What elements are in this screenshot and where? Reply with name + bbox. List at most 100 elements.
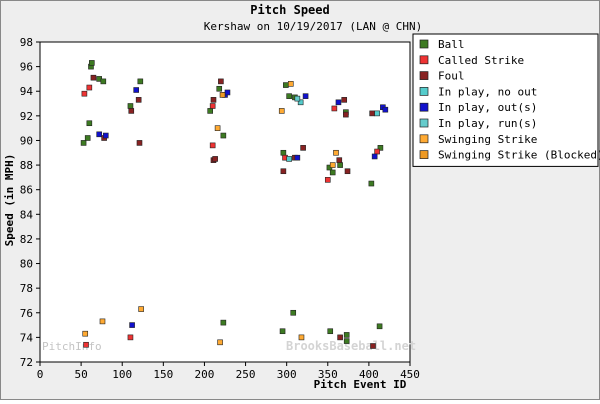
x-tick-label: 400: [359, 368, 379, 381]
data-point: [135, 97, 142, 103]
data-point: [324, 177, 331, 183]
y-tick-label: 74: [20, 331, 34, 344]
x-tick-label: 450: [400, 368, 420, 381]
data-point: [83, 341, 89, 348]
data-point: [298, 334, 305, 341]
legend-label: Swinging Strike (Blocked): [438, 149, 600, 162]
data-point: [220, 132, 227, 139]
data-point: [382, 106, 389, 113]
legend-swatch: [419, 39, 429, 49]
y-tick-label: 98: [20, 36, 33, 49]
data-point: [280, 168, 287, 175]
data-point: [368, 180, 375, 187]
data-point: [343, 338, 350, 344]
data-point: [138, 306, 144, 312]
legend-swatch: [419, 118, 429, 128]
data-point: [129, 322, 135, 328]
x-axis-label: Pitch Event ID: [314, 378, 407, 391]
data-point: [86, 84, 93, 91]
data-point: [290, 309, 297, 316]
y-tick-label: 84: [20, 208, 34, 221]
data-point: [336, 157, 343, 163]
legend: Ball Called Strike Foul In play, no out In p…: [412, 33, 600, 167]
data-point: [99, 318, 106, 325]
data-point: [86, 120, 93, 127]
data-point: [90, 74, 97, 81]
legend-label: Foul: [438, 70, 465, 83]
x-tick-label: 50: [74, 368, 87, 381]
legend-swatch: [419, 134, 429, 144]
data-point: [329, 162, 336, 168]
x-tick-label: 350: [318, 368, 338, 381]
data-point: [300, 145, 306, 151]
data-point: [371, 153, 378, 160]
y-tick-label: 90: [20, 134, 33, 147]
data-point: [337, 162, 343, 168]
y-tick-label: 92: [20, 110, 33, 123]
data-point: [287, 81, 294, 87]
data-point: [329, 169, 336, 176]
data-point: [89, 60, 95, 66]
data-point: [212, 156, 218, 162]
data-point: [207, 108, 213, 114]
legend-swatch: [419, 102, 429, 112]
data-point: [214, 125, 221, 131]
data-point: [283, 82, 289, 88]
y-tick-label: 88: [20, 159, 33, 172]
data-point: [280, 149, 287, 156]
data-point: [217, 339, 223, 346]
data-point: [100, 78, 107, 85]
data-point: [297, 99, 304, 106]
data-point: [335, 99, 342, 106]
data-point: [337, 334, 343, 341]
data-point: [80, 140, 87, 146]
data-point: [286, 93, 292, 99]
y-tick-label: 86: [20, 184, 33, 197]
data-point: [127, 334, 134, 341]
data-point: [128, 108, 135, 114]
chart-subtitle: Kershaw on 10/19/2017 (LAN @ CHN): [204, 20, 423, 33]
data-point: [374, 110, 380, 117]
data-point: [224, 89, 231, 96]
y-tick-label: 78: [20, 282, 33, 295]
data-point: [133, 87, 139, 93]
legend-swatch: [419, 150, 429, 159]
data-point: [96, 131, 102, 138]
legend-swatch: [419, 71, 429, 80]
x-tick-label: 150: [153, 368, 173, 381]
data-point: [376, 323, 383, 330]
data-point: [279, 328, 286, 335]
y-tick-label: 80: [20, 258, 33, 271]
data-point: [343, 111, 349, 118]
legend-label: Swinging Strike: [438, 133, 537, 146]
legend-swatch: [419, 87, 429, 96]
data-point: [84, 135, 91, 141]
data-point: [343, 332, 350, 338]
data-point: [127, 103, 134, 109]
data-point: [209, 103, 216, 109]
data-point: [294, 154, 301, 161]
data-point: [137, 78, 144, 85]
y-tick-label: 96: [20, 61, 33, 74]
data-point: [369, 110, 375, 117]
data-point: [294, 95, 301, 102]
data-point: [374, 148, 380, 155]
data-point: [216, 85, 223, 92]
data-point: [81, 90, 88, 97]
data-point: [377, 145, 384, 151]
y-tick-label: 72: [20, 356, 33, 369]
x-tick-label: 0: [37, 368, 44, 381]
data-point: [82, 330, 89, 337]
watermark-brooksbaseball: BrooksBaseball.net: [286, 339, 416, 353]
legend-label: In play, out(s): [438, 101, 537, 114]
legend-label: Ball: [438, 38, 465, 51]
legend-label: Called Strike: [438, 54, 524, 67]
data-point: [327, 328, 334, 335]
legend-label: In play, run(s): [438, 117, 537, 130]
chart-title: Pitch Speed: [250, 3, 329, 17]
data-point: [344, 168, 351, 175]
x-tick-label: 200: [195, 368, 215, 381]
data-point: [136, 140, 143, 146]
